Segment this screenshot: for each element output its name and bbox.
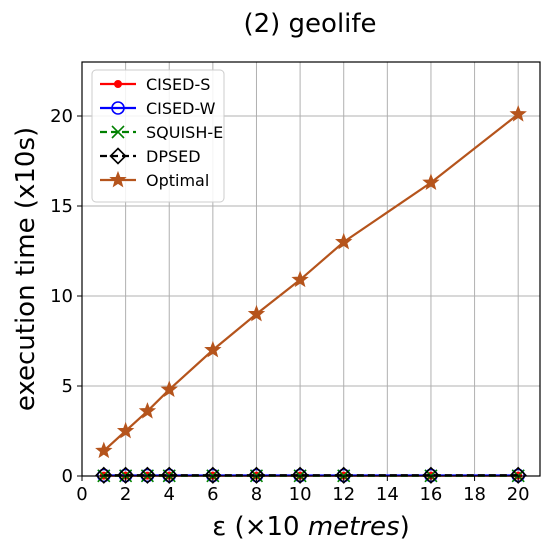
data-point-dpsed	[335, 466, 353, 484]
legend-label-optimal: Optimal	[146, 171, 209, 190]
x-tick-label: 6	[207, 484, 218, 505]
y-tick-label: 5	[62, 376, 73, 397]
series-line-optimal	[103, 113, 519, 452]
legend-label-dpsed: DPSED	[146, 147, 201, 166]
data-point-optimal	[95, 441, 113, 459]
legend-label-cised-s: CISED-S	[146, 75, 210, 94]
x-axis-ticks: 0 2 4 6 8 10 12 14 16 18 20	[76, 476, 530, 505]
data-point-dpsed	[160, 466, 178, 484]
x-tick-label: 18	[463, 484, 486, 505]
data-point-dpsed	[116, 466, 135, 484]
legend: CISED-S CISED-W SQUISH-E DPSED Optimal	[91, 69, 225, 203]
x-tick-label: 16	[419, 484, 442, 505]
data-point-dpsed	[247, 466, 266, 484]
data-point-optimal	[116, 421, 135, 439]
data-point-optimal	[247, 304, 266, 322]
series-optimal	[95, 105, 527, 459]
data-point-optimal	[204, 340, 222, 358]
legend-label-cised-w: CISED-W	[146, 99, 216, 118]
y-tick-label: 15	[50, 196, 73, 217]
x-tick-label: 14	[376, 484, 399, 505]
x-tick-label: 10	[289, 484, 312, 505]
y-tick-label: 0	[62, 466, 73, 487]
chart-title: (2) geolife	[243, 9, 376, 39]
legend-marker-cised-w	[111, 101, 125, 115]
data-point-dpsed	[95, 466, 113, 484]
x-tick-label: 20	[507, 484, 530, 505]
data-point-dpsed	[204, 466, 222, 484]
plot-area-frame	[81, 61, 541, 477]
x-axis-label-unit: metres	[308, 512, 400, 542]
y-axis-ticks: 0 5 10 15 20	[50, 106, 82, 487]
legend-marker-squish-e	[111, 125, 125, 139]
y-tick-label: 20	[50, 106, 73, 127]
legend-marker-cised-s	[114, 80, 122, 88]
x-tick-label: 8	[251, 484, 262, 505]
data-point-dpsed	[509, 466, 527, 484]
data-point-dpsed	[422, 466, 440, 484]
legend-marker-dpsed	[109, 147, 127, 165]
data-point-optimal	[160, 380, 178, 397]
x-tick-label: 2	[120, 484, 131, 505]
x-tick-label: 0	[76, 484, 87, 505]
x-axis-label: ε (×10 metres)	[212, 512, 410, 542]
y-axis-label: execution time (x10s)	[11, 127, 41, 411]
data-point-optimal	[509, 105, 527, 122]
x-axis-label-suffix: )	[400, 512, 410, 542]
data-point-optimal	[335, 232, 353, 250]
x-tick-label: 4	[164, 484, 175, 505]
legend-label-squish-e: SQUISH-E	[146, 123, 223, 142]
data-point-dpsed	[291, 466, 309, 484]
legend-box	[91, 69, 225, 203]
y-tick-label: 10	[50, 286, 73, 307]
data-point-optimal	[291, 270, 309, 288]
series-dpsed	[95, 466, 527, 484]
legend-marker-optimal	[109, 170, 127, 188]
data-point-optimal	[138, 402, 157, 419]
data-point-optimal	[422, 173, 440, 190]
x-axis-label-prefix: ε (×10	[212, 512, 308, 542]
x-tick-label: 12	[332, 484, 355, 505]
data-point-dpsed	[138, 466, 157, 484]
